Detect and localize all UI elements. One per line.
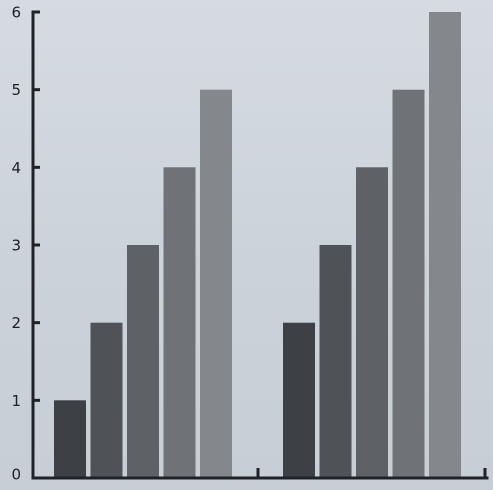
y-tick-label-0: 0 (11, 466, 21, 484)
bar-group1-bar2 (90, 322, 123, 478)
bar-group2-bar4 (392, 89, 425, 478)
y-tick-label-3: 3 (11, 237, 21, 255)
bar-group2-bar3 (356, 167, 388, 479)
bar-group2-bar2 (319, 245, 352, 478)
bar-group2-bar5 (429, 12, 461, 478)
y-tick-label-1: 1 (11, 392, 21, 410)
bars-layer (54, 12, 461, 479)
y-tick-label-5: 5 (11, 81, 21, 99)
y-tick-label-4: 4 (11, 159, 21, 177)
y-tick-label-2: 2 (11, 314, 21, 332)
bar-group1-bar3 (127, 245, 159, 478)
bar-group1-bar1 (54, 400, 86, 478)
bar-group2-bar1 (283, 322, 315, 478)
y-tick-label-6: 6 (11, 4, 21, 22)
bar-group1-bar4 (163, 167, 196, 479)
axis-layer: 0 1 2 3 4 5 6 (11, 4, 489, 484)
bar-group1-bar5 (200, 89, 232, 478)
